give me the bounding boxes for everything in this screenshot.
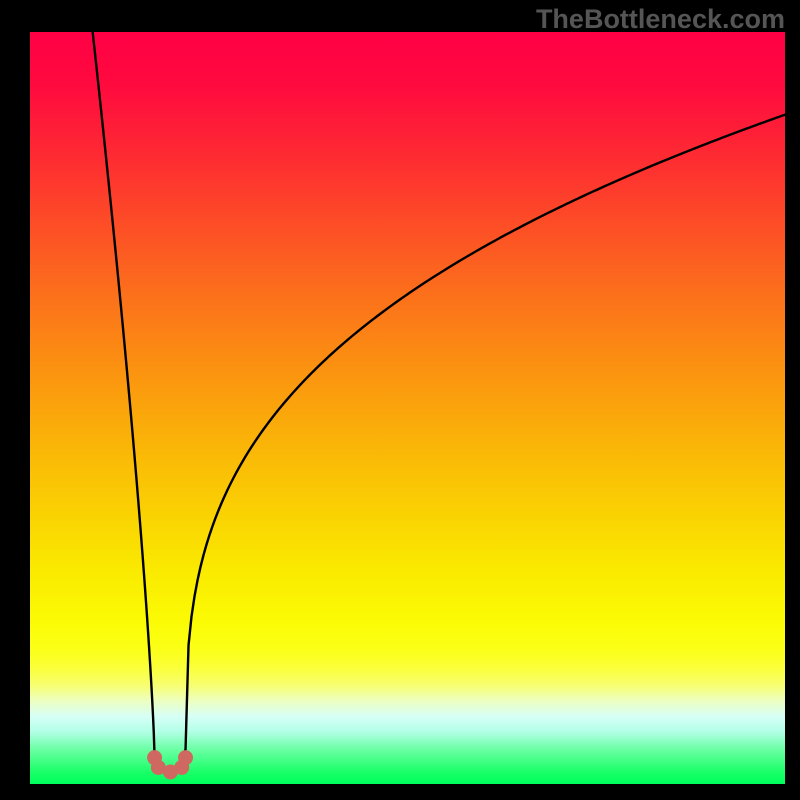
- plot-area: [30, 32, 785, 784]
- curve-layer: [30, 32, 785, 784]
- watermark-text: TheBottleneck.com: [536, 4, 785, 35]
- bottleneck-curve: [93, 32, 785, 772]
- dip-marker: [179, 751, 193, 765]
